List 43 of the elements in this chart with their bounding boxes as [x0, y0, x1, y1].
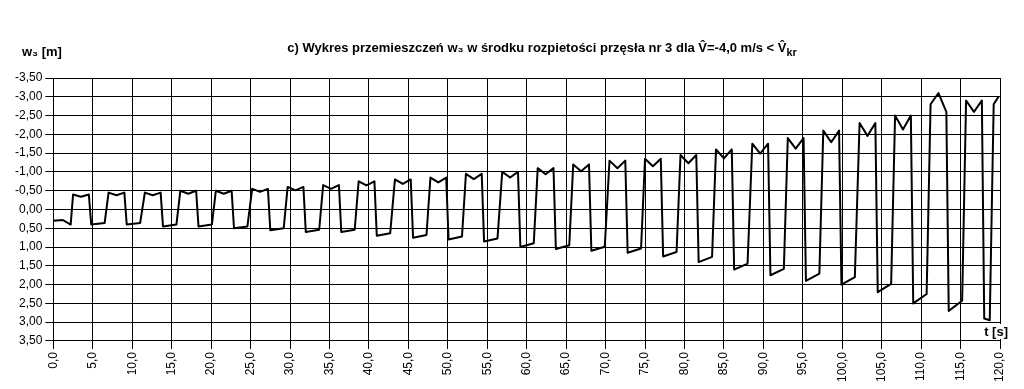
x-tick-label: 100,0: [834, 351, 849, 382]
x-tick-label: 60,0: [518, 351, 533, 376]
y-tick-label: 2,50: [18, 295, 43, 310]
x-tick-label: 105,0: [873, 351, 888, 382]
y-tick-label: -2,50: [14, 107, 43, 122]
x-tick-label: 70,0: [597, 351, 612, 376]
x-tick-label: 55,0: [479, 351, 494, 376]
x-tick-label: 75,0: [637, 351, 652, 376]
x-tick-label: 120,0: [992, 351, 1007, 382]
x-tick-label: 30,0: [282, 351, 297, 376]
x-tick-label: 40,0: [361, 351, 376, 376]
y-tick-label: 0,50: [18, 220, 43, 235]
x-tick-label: 10,0: [124, 351, 139, 376]
y-tick-label: 1,50: [18, 258, 43, 273]
x-tick-label: 45,0: [400, 351, 415, 376]
x-tick-label: 110,0: [913, 351, 928, 382]
x-tick-label: 90,0: [755, 351, 770, 376]
y-tick-label: -3,00: [14, 89, 43, 104]
x-tick-label: 80,0: [676, 351, 691, 376]
y-tick-label: -1,50: [14, 145, 43, 160]
y-tick-label: 0,00: [18, 201, 43, 216]
x-tick-label: 25,0: [242, 351, 257, 376]
y-tick-label: -1,00: [14, 164, 43, 179]
x-tick-label: 15,0: [164, 351, 178, 376]
x-tick-label: 5,0: [85, 351, 100, 369]
x-tick-label: 20,0: [203, 351, 218, 376]
x-tick-label: 35,0: [321, 351, 336, 376]
x-tick-label: 0,0: [45, 351, 60, 369]
y-tick-label: -3,50: [14, 70, 43, 85]
y-tick-label: 3,50: [18, 333, 43, 348]
y-tick-label: -2,00: [14, 126, 43, 141]
x-tick-label: 95,0: [795, 351, 810, 376]
x-tick-label: 50,0: [440, 351, 455, 376]
y-tick-label: 2,00: [18, 276, 43, 291]
y-tick-label: 1,00: [18, 239, 43, 254]
y-tick-label: -0,50: [14, 183, 43, 198]
x-axis-title: t [s]: [982, 324, 1010, 339]
y-tick-label: 3,00: [18, 314, 43, 329]
chart-title: c) Wykres przemieszczeń w₃ w środku rozpietości przęsła nr 3 dla V̂=-4,0 m/s < V̂$_{kr}$: [287, 40, 797, 58]
x-tick-label: 85,0: [716, 351, 731, 376]
x-tick-label: 65,0: [558, 351, 573, 376]
x-tick-label: 115,0: [952, 351, 967, 382]
y-axis-title: w₃ [m]: [22, 44, 62, 59]
